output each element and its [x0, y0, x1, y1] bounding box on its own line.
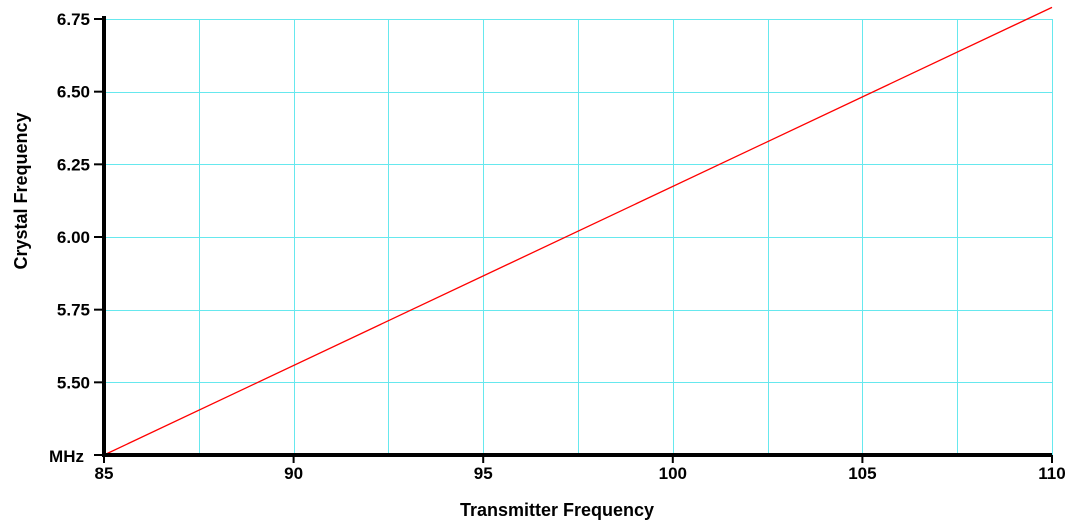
- series-layer: [103, 6, 1053, 456]
- y-tick-label: 5.50: [57, 373, 90, 392]
- y-tick-label: 6.25: [57, 155, 90, 174]
- x-axis-title: Transmitter Frequency: [460, 500, 654, 520]
- y-unit-label: MHz: [49, 447, 84, 466]
- x-tick-label: 100: [659, 464, 687, 483]
- x-tick-label: 105: [848, 464, 876, 483]
- axes: [94, 16, 1053, 463]
- y-tick-label: 6.50: [57, 83, 90, 102]
- grid: [104, 19, 1053, 456]
- x-tick-label: 110: [1038, 464, 1065, 483]
- y-tick-label: 6.00: [57, 228, 90, 247]
- y-tick-label: 5.75: [57, 301, 90, 320]
- y-axis-title: Crystal Frequency: [11, 112, 31, 269]
- x-tick-label: 95: [474, 464, 493, 483]
- y-tick-label: 6.75: [57, 10, 90, 29]
- x-tick-label: 90: [284, 464, 303, 483]
- tick-labels: 5.50 5.75 6.00 6.25 6.50 6.75 85 90 95 100 105 110: [57, 10, 1066, 483]
- series-line: [103, 6, 1053, 456]
- x-tick-label: 85: [95, 464, 114, 483]
